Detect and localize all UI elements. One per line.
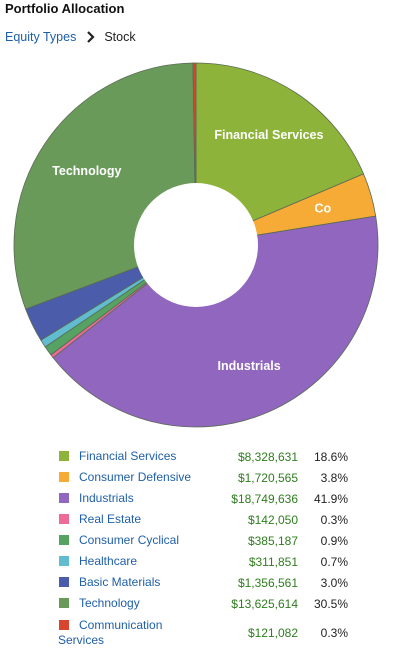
legend-category[interactable]: Industrials [58, 488, 208, 509]
allocation-legend: Financial Services $8,328,631 18.6% Consume… [58, 446, 348, 652]
legend-row[interactable]: Technology $13,625,614 30.5% [58, 593, 348, 614]
breadcrumb: Equity Types Stock [5, 30, 136, 44]
allocation-donut-chart: Financial Services Co Industrials Technolog… [13, 62, 379, 428]
legend-value: $142,050 [247, 512, 298, 527]
legend-category[interactable]: Technology [58, 593, 208, 614]
legend-swatch [59, 514, 69, 524]
legend-category-label[interactable]: Technology [79, 596, 140, 610]
legend-row[interactable]: Real Estate $142,050 0.3% [58, 509, 348, 530]
legend-swatch [59, 620, 69, 630]
legend-category-label[interactable]: Basic Materials [79, 575, 161, 589]
legend-value: $311,851 [248, 554, 298, 569]
slice-label: Financial Services [214, 128, 323, 142]
legend-category-label[interactable]: Consumer Cyclical [79, 533, 180, 547]
page-title: Portfolio Allocation [5, 1, 125, 16]
legend-percent: 30.5% [313, 596, 348, 611]
legend-category-label[interactable]: Financial Services [79, 449, 177, 463]
chevron-right-icon [87, 31, 95, 43]
legend-percent: 0.7% [320, 554, 348, 569]
breadcrumb-current: Stock [104, 30, 136, 44]
legend-percent: 3.8% [320, 470, 348, 485]
legend-category[interactable]: Real Estate [58, 509, 208, 530]
legend-category-label[interactable]: Real Estate [79, 512, 142, 526]
legend-category-label[interactable]: Consumer Defensive [79, 470, 192, 484]
legend-row[interactable]: Consumer Cyclical $385,187 0.9% [58, 530, 348, 551]
legend-percent: 3.0% [320, 575, 348, 590]
legend-category[interactable]: Communication Services [58, 614, 208, 652]
legend-category[interactable]: Consumer Defensive [58, 467, 208, 488]
legend-swatch [59, 451, 69, 461]
legend-category[interactable]: Financial Services [58, 446, 208, 467]
breadcrumb-equity-types-link[interactable]: Equity Types [5, 30, 77, 44]
legend-row[interactable]: Communication Services $121,082 0.3% [58, 614, 348, 652]
legend-swatch [59, 493, 69, 503]
legend-swatch [59, 472, 69, 482]
legend-swatch [59, 535, 69, 545]
legend-category[interactable]: Basic Materials [58, 572, 208, 593]
legend-row[interactable]: Basic Materials $1,356,561 3.0% [58, 572, 348, 593]
legend-row[interactable]: Financial Services $8,328,631 18.6% [58, 446, 348, 467]
legend-percent: 41.9% [313, 491, 348, 506]
legend-percent: 0.3% [320, 512, 348, 527]
legend-value: $13,625,614 [231, 596, 298, 611]
legend-value: $1,356,561 [237, 575, 298, 590]
legend-category-label[interactable]: Healthcare [79, 554, 138, 568]
legend-category[interactable]: Healthcare [58, 551, 208, 572]
legend-percent: 18.6% [313, 449, 348, 464]
slice-label: Industrials [217, 359, 280, 373]
legend-value: $1,720,565 [237, 470, 298, 485]
slice-label: Co [314, 202, 331, 216]
legend-value: $121,082 [247, 626, 298, 640]
legend-row[interactable]: Healthcare $311,851 0.7% [58, 551, 348, 572]
donut-slice-industrials[interactable] [52, 215, 379, 428]
legend-row[interactable]: Industrials $18,749,636 41.9% [58, 488, 348, 509]
legend-category-label[interactable]: Industrials [79, 491, 134, 505]
legend-swatch [59, 556, 69, 566]
legend-percent: 0.9% [320, 533, 348, 548]
legend-category[interactable]: Consumer Cyclical [58, 530, 208, 551]
legend-value: $385,187 [247, 533, 298, 548]
legend-value: $18,749,636 [231, 491, 298, 506]
legend-swatch [59, 598, 69, 608]
legend-row[interactable]: Consumer Defensive $1,720,565 3.8% [58, 467, 348, 488]
slice-label: Technology [52, 164, 121, 178]
legend-category-label[interactable]: Communication Services [58, 618, 163, 647]
donut-hole [134, 183, 258, 307]
legend-value: $8,328,631 [237, 449, 298, 464]
legend-percent: 0.3% [320, 626, 348, 640]
legend-swatch [59, 577, 69, 587]
